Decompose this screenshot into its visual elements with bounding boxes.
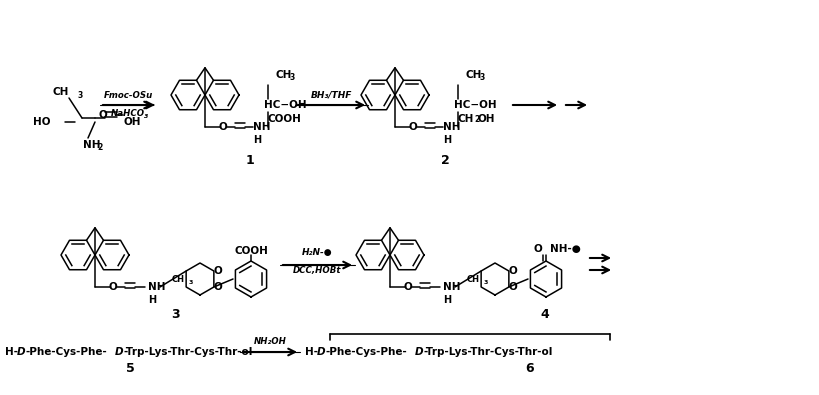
Text: O: O	[534, 244, 542, 254]
Text: OH: OH	[478, 114, 495, 124]
Text: 1: 1	[246, 154, 255, 167]
Text: 3: 3	[144, 113, 148, 118]
Text: H: H	[148, 295, 156, 305]
Text: 4: 4	[541, 308, 550, 322]
Text: H₂N-●: H₂N-●	[302, 248, 333, 258]
Text: O: O	[404, 282, 413, 292]
Text: 2: 2	[97, 143, 102, 152]
Text: 6: 6	[526, 361, 534, 374]
Text: 2: 2	[474, 115, 479, 124]
Text: COOH: COOH	[268, 114, 302, 124]
Text: 3: 3	[189, 280, 193, 284]
Text: Fmoc-OSu: Fmoc-OSu	[103, 90, 152, 100]
Text: HC−OH: HC−OH	[454, 100, 496, 110]
Text: O: O	[509, 282, 518, 292]
Text: O: O	[219, 122, 228, 132]
Text: -Phe-Cys-Phe-: -Phe-Cys-Phe-	[25, 347, 106, 357]
Text: BH₃/THF: BH₃/THF	[311, 90, 352, 100]
Text: H-: H-	[305, 347, 318, 357]
Text: O: O	[214, 266, 222, 276]
Text: -Phe-Cys-Phe-: -Phe-Cys-Phe-	[325, 347, 407, 357]
Text: D: D	[317, 347, 326, 357]
Text: CH: CH	[458, 114, 474, 124]
Text: -Trp-Lys-Thr-Cys-Thr-ol: -Trp-Lys-Thr-Cys-Thr-ol	[123, 347, 252, 357]
Text: 3: 3	[290, 73, 296, 83]
Text: NH₂OH: NH₂OH	[254, 337, 287, 346]
Text: COOH: COOH	[234, 246, 268, 256]
Text: NaHCO: NaHCO	[111, 109, 145, 117]
Text: O: O	[214, 282, 222, 292]
Text: CH: CH	[466, 70, 482, 80]
Text: HC−OH: HC−OH	[264, 100, 306, 110]
Text: NH: NH	[83, 140, 101, 150]
Text: DCC,HOBt: DCC,HOBt	[293, 267, 342, 275]
Text: -Trp-Lys-Thr-Cys-Thr-ol: -Trp-Lys-Thr-Cys-Thr-ol	[423, 347, 552, 357]
Text: CH: CH	[52, 87, 69, 97]
Text: NH: NH	[443, 282, 460, 292]
Text: NH: NH	[253, 122, 270, 132]
Text: D: D	[115, 347, 124, 357]
Text: D: D	[17, 347, 25, 357]
Text: 3: 3	[78, 90, 84, 100]
Text: O: O	[509, 266, 518, 276]
Text: HO: HO	[33, 117, 50, 127]
Text: H: H	[253, 135, 261, 145]
Text: H: H	[443, 135, 451, 145]
Text: NH-●: NH-●	[550, 244, 581, 254]
Text: CH: CH	[172, 275, 184, 284]
Text: 3: 3	[480, 73, 485, 83]
Text: CH: CH	[467, 275, 480, 284]
Text: H-: H-	[5, 347, 18, 357]
Text: 5: 5	[125, 361, 134, 374]
Text: O: O	[409, 122, 418, 132]
Text: O: O	[98, 110, 107, 120]
Text: 3: 3	[484, 280, 488, 284]
Text: H: H	[443, 295, 451, 305]
Text: 2: 2	[441, 154, 450, 167]
Text: OH: OH	[123, 117, 141, 127]
Text: NH: NH	[443, 122, 460, 132]
Text: D: D	[415, 347, 423, 357]
Text: NH: NH	[148, 282, 165, 292]
Text: 3: 3	[170, 308, 179, 322]
Text: CH: CH	[276, 70, 292, 80]
Text: O: O	[109, 282, 117, 292]
